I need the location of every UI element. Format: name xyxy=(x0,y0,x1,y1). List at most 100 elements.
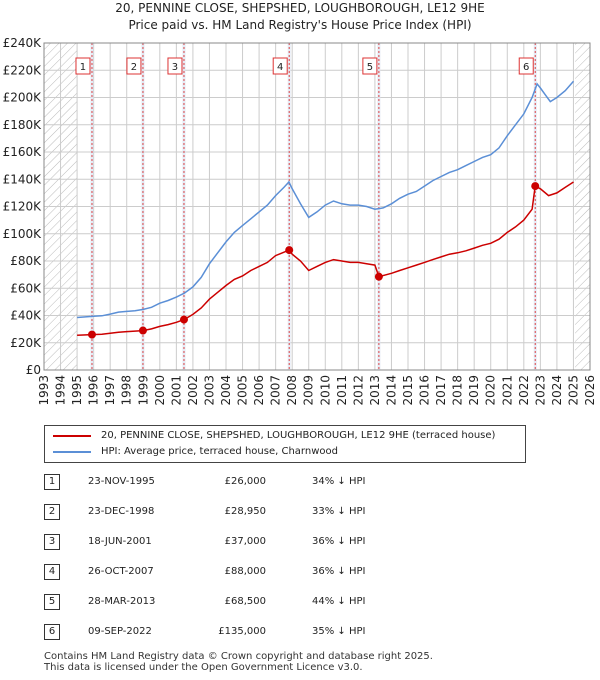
sale-hpi-diff: 44% ↓ HPI xyxy=(312,596,366,607)
sale-label-number: 4 xyxy=(277,62,283,73)
sale-point xyxy=(138,326,147,335)
sale-label-box xyxy=(126,57,142,75)
sale-price: £28,950 xyxy=(224,506,266,517)
x-tick-label: 1993 xyxy=(37,375,51,406)
sale-label-box xyxy=(75,57,91,75)
x-tick-label: 2019 xyxy=(467,375,481,406)
x-tick-label: 2017 xyxy=(434,375,448,406)
x-tick-label: 2013 xyxy=(368,375,382,406)
x-tick-label: 2009 xyxy=(302,375,316,406)
plot-frame xyxy=(43,42,591,371)
x-tick-label: 1998 xyxy=(120,375,134,406)
x-tick-label: 2003 xyxy=(202,375,216,406)
sale-number: 6 xyxy=(44,624,60,640)
chart-subtitle: Price paid vs. HM Land Registry's House … xyxy=(128,18,472,32)
x-tick-label: 2016 xyxy=(418,375,432,406)
x-tick-label: 2005 xyxy=(236,375,250,406)
x-tick-label: 2021 xyxy=(500,375,514,406)
sale-band xyxy=(141,43,145,370)
legend-label-property: 20, PENNINE CLOSE, SHEPSHED, LOUGHBOROUG… xyxy=(101,430,496,441)
x-tick-label: 1999 xyxy=(136,375,150,406)
sale-number: 4 xyxy=(44,564,60,580)
table-row: 1 23-NOV-1995 £26,000 34% ↓ HPI xyxy=(0,472,600,492)
sale-number: 2 xyxy=(44,504,60,520)
legend: 20, PENNINE CLOSE, SHEPSHED, LOUGHBOROUG… xyxy=(44,425,526,463)
sale-label-number: 6 xyxy=(523,62,529,73)
table-row: 2 23-DEC-1998 £28,950 33% ↓ HPI xyxy=(0,502,600,522)
x-tick-label: 2022 xyxy=(517,375,531,406)
x-tick-label: 2002 xyxy=(186,375,200,406)
x-tick-label: 2025 xyxy=(566,375,580,406)
y-tick-label: £160K xyxy=(3,145,43,159)
x-tick-label: 2007 xyxy=(269,375,283,406)
footer-copyright: Contains HM Land Registry data © Crown c… xyxy=(44,651,433,662)
x-tick-label: 2004 xyxy=(219,375,233,406)
y-tick-label: £80K xyxy=(10,254,42,268)
x-tick-label: 2010 xyxy=(318,375,332,406)
sale-label-number: 3 xyxy=(172,62,178,73)
y-tick-label: £100K xyxy=(3,227,43,241)
sale-hpi-diff: 34% ↓ HPI xyxy=(312,476,366,487)
sale-date: 09-SEP-2022 xyxy=(88,626,152,637)
table-row: 6 09-SEP-2022 £135,000 35% ↓ HPI xyxy=(0,622,600,642)
y-tick-label: £20K xyxy=(10,336,42,350)
sale-price: £88,000 xyxy=(224,566,266,577)
x-tick-label: 2011 xyxy=(335,375,349,406)
y-tick-label: £0 xyxy=(26,363,41,377)
x-tick-label: 1994 xyxy=(54,375,68,406)
sale-date: 26-OCT-2007 xyxy=(88,566,154,577)
y-tick-label: £220K xyxy=(3,63,43,77)
sale-point xyxy=(374,272,383,281)
legend-swatch-hpi xyxy=(53,451,91,453)
property-price-line xyxy=(77,181,574,337)
sale-label-box xyxy=(272,57,288,75)
sale-point xyxy=(87,330,96,339)
sale-label-number: 2 xyxy=(131,62,137,73)
sale-label-box xyxy=(518,57,534,75)
sale-band xyxy=(287,43,291,370)
sale-date: 28-MAR-2013 xyxy=(88,596,156,607)
sale-number: 3 xyxy=(44,534,60,550)
sale-label-number: 1 xyxy=(80,62,86,73)
sale-price: £135,000 xyxy=(218,626,266,637)
sale-price: £26,000 xyxy=(224,476,266,487)
sale-number: 5 xyxy=(44,594,60,610)
x-tick-label: 2015 xyxy=(401,375,415,406)
sale-point xyxy=(285,246,294,255)
x-tick-label: 2006 xyxy=(252,375,266,406)
x-tick-label: 1995 xyxy=(70,375,84,406)
sale-band xyxy=(182,43,186,370)
legend-swatch-property xyxy=(53,435,91,437)
x-tick-label: 2023 xyxy=(533,375,547,406)
sale-date: 23-NOV-1995 xyxy=(88,476,155,487)
sale-hpi-diff: 36% ↓ HPI xyxy=(312,566,366,577)
sale-band xyxy=(533,43,537,370)
sale-band xyxy=(90,43,94,370)
y-tick-label: £60K xyxy=(10,281,42,295)
x-tick-label: 2024 xyxy=(550,375,564,406)
x-tick-label: 2000 xyxy=(153,375,167,406)
x-tick-label: 2014 xyxy=(384,375,398,406)
y-tick-label: £240K xyxy=(3,36,43,50)
x-tick-label: 2001 xyxy=(169,375,183,406)
sale-date: 18-JUN-2001 xyxy=(88,536,152,547)
x-tick-label: 2008 xyxy=(285,375,299,406)
x-tick-label: 1996 xyxy=(87,375,101,406)
y-tick-label: £180K xyxy=(3,118,43,132)
footer-licence: This data is licensed under the Open Gov… xyxy=(44,662,363,673)
sale-hpi-diff: 35% ↓ HPI xyxy=(312,626,366,637)
sale-band xyxy=(377,43,381,370)
sale-price: £37,000 xyxy=(224,536,266,547)
sale-date: 23-DEC-1998 xyxy=(88,506,155,517)
sale-number: 1 xyxy=(44,474,60,490)
legend-label-hpi: HPI: Average price, terraced house, Char… xyxy=(101,446,338,457)
table-row: 4 26-OCT-2007 £88,000 36% ↓ HPI xyxy=(0,562,600,582)
y-tick-label: £40K xyxy=(10,309,42,323)
price-chart: £0 £20K £40K £60K £80K £100K £120K £140K £160K £1… xyxy=(3,36,597,406)
sale-label-box xyxy=(362,57,378,75)
x-tick-label: 2012 xyxy=(351,375,365,406)
y-tick-label: £120K xyxy=(3,200,43,214)
chart-title: 20, PENNINE CLOSE, SHEPSHED, LOUGHBOROUG… xyxy=(115,1,485,15)
table-row: 5 28-MAR-2013 £68,500 44% ↓ HPI xyxy=(0,592,600,612)
x-tick-label: 2018 xyxy=(451,375,465,406)
